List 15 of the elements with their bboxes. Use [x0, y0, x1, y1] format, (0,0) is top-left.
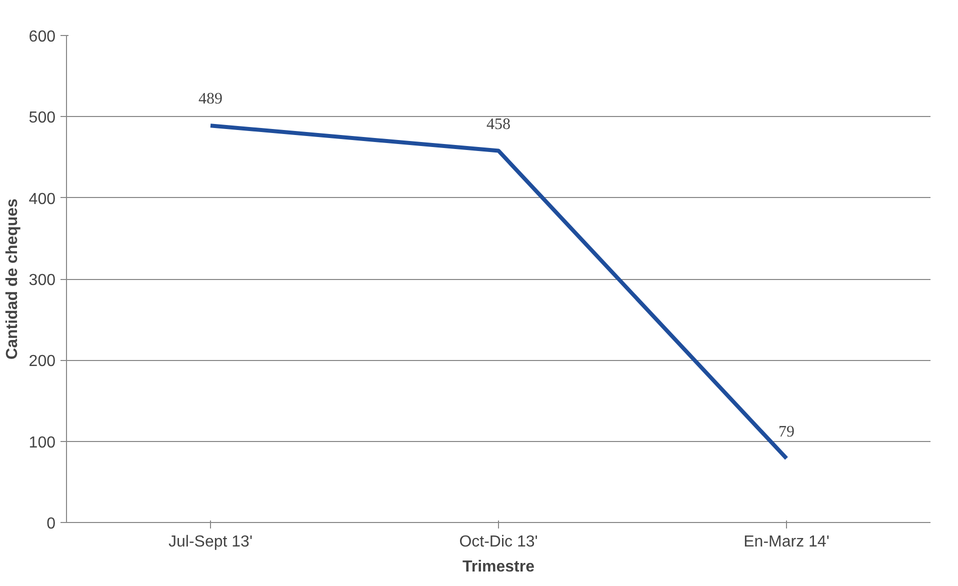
data-label: 458 — [486, 116, 510, 133]
y-tick-label: 600 — [28, 28, 56, 46]
y-tick-label: 200 — [28, 353, 56, 370]
x-tick-label: En-Marz 14' — [744, 534, 830, 550]
data-label: 79 — [778, 423, 794, 440]
y-axis-title: Cantidad de cheques — [4, 198, 21, 360]
x-tick-label: Jul-Sept 13' — [168, 534, 253, 550]
x-axis-title: Trimestre — [462, 558, 535, 576]
x-tick-label: Oct-Dic 13' — [459, 534, 538, 550]
y-tick-label: 300 — [28, 272, 56, 289]
data-label: 489 — [198, 90, 222, 108]
y-tick-label: 400 — [28, 190, 56, 208]
y-tick-label: 100 — [28, 434, 56, 452]
y-tick-label: 500 — [28, 110, 56, 127]
y-tick-label: 0 — [46, 516, 56, 532]
